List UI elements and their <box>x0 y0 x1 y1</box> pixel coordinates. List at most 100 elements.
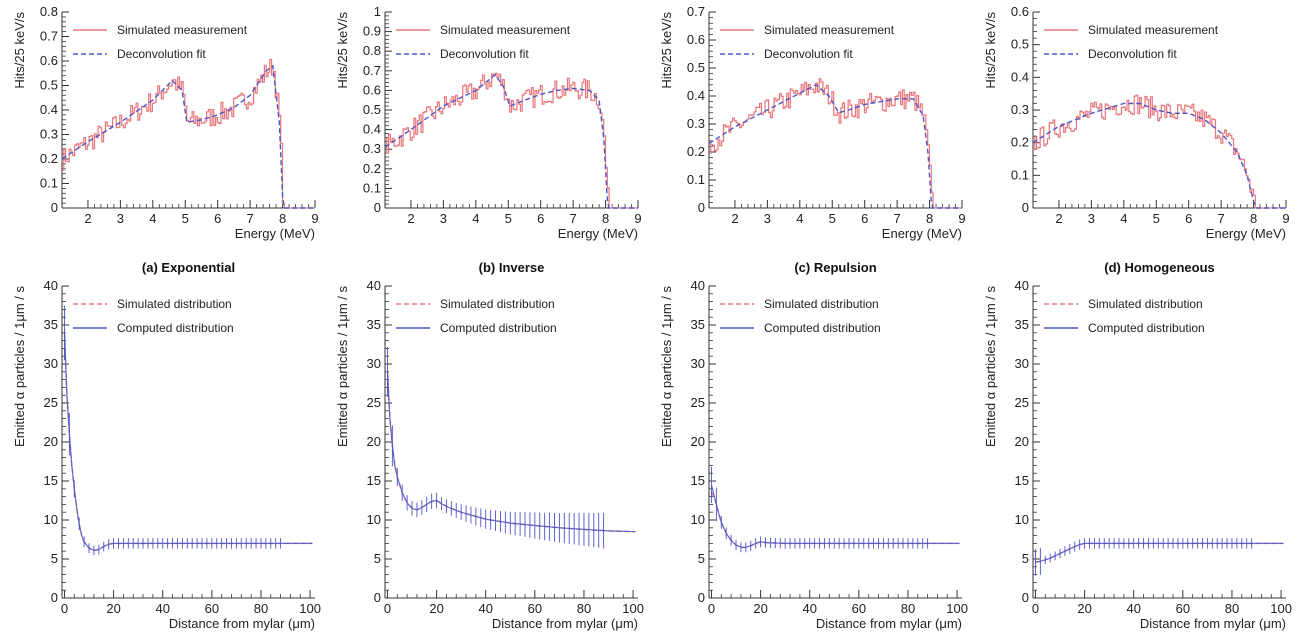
x-tick-label: 9 <box>311 211 318 226</box>
series-1 <box>708 83 962 209</box>
x-tick-label: 2 <box>407 211 414 226</box>
y-tick-label: 0.8 <box>40 4 58 19</box>
series-0 <box>386 371 636 533</box>
x-tick-label: 20 <box>106 601 120 616</box>
y-tick-label: 0.2 <box>687 144 705 159</box>
y-tick-label: 0.2 <box>1011 135 1029 150</box>
legend-label: Simulated distribution <box>764 297 879 311</box>
y-tick-label: 0.7 <box>363 63 381 78</box>
y-tick-label: 25 <box>44 395 58 410</box>
x-tick-label: 2 <box>1055 211 1062 226</box>
y-tick-label: 0.1 <box>687 172 705 187</box>
y-tick-label: 0.5 <box>40 78 58 93</box>
y-tick-label: 35 <box>1015 317 1029 332</box>
x-tick-label: 3 <box>440 211 447 226</box>
y-axis-title: Emitted α particles / 1μm / s <box>12 286 27 447</box>
dashed-curve <box>1032 102 1286 209</box>
y-tick-label: 0.3 <box>40 127 58 142</box>
dashed-curve <box>61 64 315 209</box>
y-tick-label: 0 <box>374 200 381 215</box>
x-tick-label: 5 <box>182 211 189 226</box>
x-tick-label: 60 <box>1176 601 1190 616</box>
y-tick-label: 20 <box>691 434 705 449</box>
y-tick-label: 40 <box>44 278 58 293</box>
y-tick-label: 0.5 <box>687 60 705 75</box>
y-tick-label: 0.3 <box>1011 102 1029 117</box>
x-tick-label: 0 <box>708 601 715 616</box>
y-tick-label: 20 <box>1015 434 1029 449</box>
y-tick-label: 5 <box>51 551 58 566</box>
y-tick-label: 1 <box>374 4 381 19</box>
computed-curve <box>710 484 960 548</box>
x-tick-label: 80 <box>577 601 591 616</box>
series-0 <box>385 72 638 209</box>
x-axis-title: Energy (MeV) <box>1206 226 1286 241</box>
y-tick-label: 0.3 <box>687 116 705 131</box>
x-tick-label: 8 <box>279 211 286 226</box>
y-tick-label: 0.2 <box>363 161 381 176</box>
legend-label: Deconvolution fit <box>1088 47 1177 61</box>
y-tick-label: 15 <box>691 473 705 488</box>
x-tick-label: 3 <box>764 211 771 226</box>
y-tick-label: 0.1 <box>363 180 381 195</box>
y-tick-label: 25 <box>691 395 705 410</box>
y-tick-label: 0.1 <box>1011 167 1029 182</box>
measured-histogram <box>62 58 315 209</box>
x-tick-label: 8 <box>602 211 609 226</box>
y-axis-title: Hits/25 keV/s <box>659 12 674 89</box>
x-tick-label: 6 <box>537 211 544 226</box>
y-tick-label: 0 <box>698 590 705 605</box>
x-tick-label: 0 <box>384 601 391 616</box>
x-tick-label: 6 <box>1185 211 1192 226</box>
x-axis-title: Distance from mylar (μm) <box>1140 616 1286 631</box>
y-tick-label: 5 <box>698 551 705 566</box>
subfigure-caption: (b) Inverse <box>479 260 545 275</box>
series-0 <box>709 78 962 209</box>
measured-histogram <box>709 78 962 209</box>
x-tick-label: 3 <box>1088 211 1095 226</box>
y-tick-label: 30 <box>367 356 381 371</box>
y-tick-label: 30 <box>691 356 705 371</box>
computed-curve <box>386 371 636 533</box>
x-tick-label: 40 <box>802 601 816 616</box>
legend-label: Simulated distribution <box>440 297 555 311</box>
y-tick-label: 15 <box>1015 473 1029 488</box>
y-axis-title: Hits/25 keV/s <box>12 12 27 89</box>
y-tick-label: 0.4 <box>687 88 705 103</box>
x-tick-label: 40 <box>478 601 492 616</box>
series-0 <box>63 332 313 552</box>
y-tick-label: 35 <box>691 317 705 332</box>
y-tick-label: 25 <box>367 395 381 410</box>
x-tick-label: 3 <box>117 211 124 226</box>
subfigure-caption: (d) Homogeneous <box>1104 260 1215 275</box>
series-1 <box>1032 102 1286 209</box>
x-tick-label: 7 <box>1218 211 1225 226</box>
x-axis-title: Energy (MeV) <box>235 226 315 241</box>
legend-label: Simulated measurement <box>117 23 248 37</box>
y-tick-label: 40 <box>1015 278 1029 293</box>
y-tick-label: 0.3 <box>363 141 381 156</box>
x-tick-label: 6 <box>214 211 221 226</box>
y-tick-label: 10 <box>691 512 705 527</box>
x-tick-label: 5 <box>1153 211 1160 226</box>
legend-label: Simulated distribution <box>117 297 232 311</box>
y-axis-title: Emitted α particles / 1μm / s <box>335 286 350 447</box>
y-tick-label: 10 <box>1015 512 1029 527</box>
x-tick-label: 0 <box>1032 601 1039 616</box>
y-tick-label: 0.2 <box>40 151 58 166</box>
series-0 <box>62 58 315 209</box>
y-tick-label: 0 <box>1022 200 1029 215</box>
x-tick-label: 9 <box>634 211 641 226</box>
y-tick-label: 0.6 <box>40 53 58 68</box>
y-axis-title: Hits/25 keV/s <box>983 12 998 89</box>
x-axis-title: Distance from mylar (μm) <box>492 616 638 631</box>
x-tick-label: 100 <box>299 601 321 616</box>
x-tick-label: 80 <box>254 601 268 616</box>
chart-1: 0 0.1 0.2 0.3 0.4 0.5 0.6 0.7 0.8 0.9 1 2 3 4 5 6 7 8 9Ene… <box>335 4 642 275</box>
x-tick-label: 60 <box>205 601 219 616</box>
series-1 <box>384 73 638 209</box>
y-tick-label: 0.6 <box>363 82 381 97</box>
x-tick-label: 9 <box>958 211 965 226</box>
